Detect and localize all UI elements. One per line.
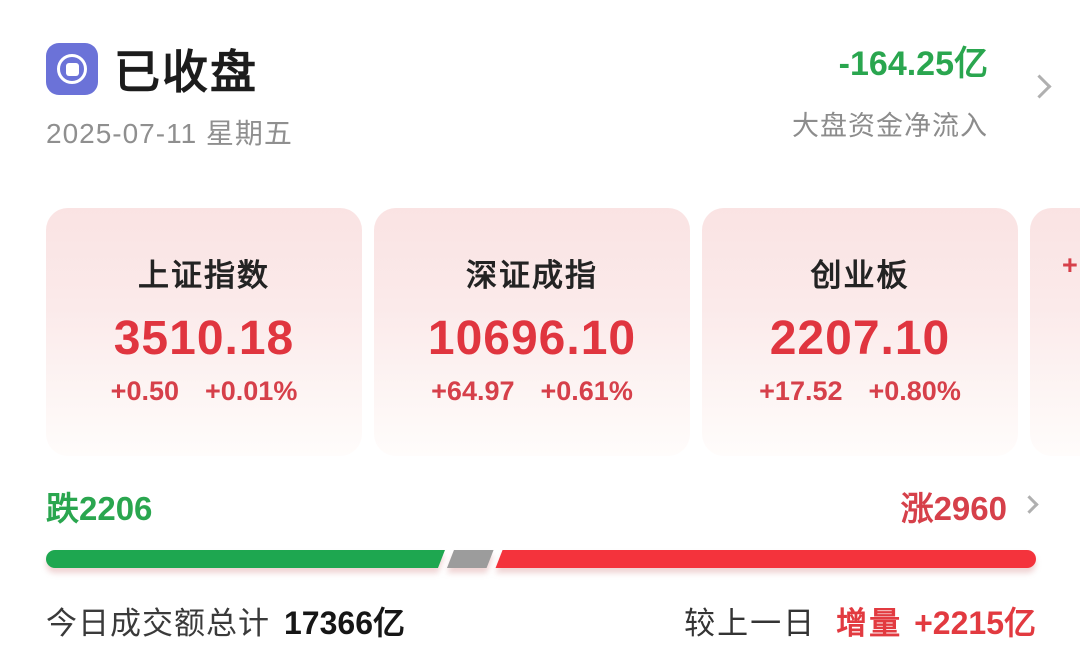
index-change-pct: +0.01% (205, 376, 298, 406)
index-change: + (1062, 250, 1078, 280)
compare-label: 较上一日 (684, 606, 817, 641)
net-inflow-value: -164.25亿 (838, 45, 988, 83)
index-card-shenzhen[interactable]: 深证成指 10696.10 +64.97 +0.61% (374, 208, 690, 456)
turnover-label: 今日成交额总计 (46, 606, 270, 641)
breadth-bar (46, 550, 1036, 568)
index-change-pct: +0.80% (868, 376, 961, 406)
decliners-count: 跌2206 (46, 490, 153, 527)
market-breadth[interactable]: 跌2206 涨2960 (46, 482, 1039, 568)
market-status-title: 已收盘 (114, 46, 258, 98)
net-inflow-block[interactable]: -164.25亿 大盘资金净流入 (792, 36, 1036, 152)
bar-segment-flat (446, 550, 494, 568)
index-change-pct: +0.61% (540, 376, 633, 406)
delta-value: +2215亿 (914, 605, 1036, 641)
market-closed-icon (46, 43, 98, 95)
index-name: 深证成指 (466, 258, 598, 293)
turnover-summary: 今日成交额总计 17366亿 较上一日 增量 +2215亿 (46, 598, 1036, 644)
advancers-count: 涨2960 (900, 490, 1007, 527)
index-value: 3510.18 (113, 312, 295, 365)
bar-segment-up (495, 550, 1036, 568)
index-card-chinext[interactable]: 创业板 2207.10 +17.52 +0.80% (702, 208, 1018, 456)
delta-label: 增量 (836, 606, 903, 641)
index-change: +17.52 (759, 376, 843, 406)
index-value: 10696.10 (427, 312, 637, 365)
index-change: +64.97 (431, 376, 515, 406)
index-cards-row: 上证指数 3510.18 +0.50 +0.01% 深证成指 10696.10 … (46, 208, 1080, 456)
index-card-partial[interactable]: + (1030, 208, 1080, 456)
turnover-value: 17366亿 (284, 605, 405, 641)
net-inflow-label: 大盘资金净流入 (792, 111, 988, 141)
index-value: 2207.10 (769, 312, 951, 365)
index-change: +0.50 (110, 376, 179, 406)
trade-date: 2025-07-11 星期五 (46, 118, 293, 149)
index-card-shanghai[interactable]: 上证指数 3510.18 +0.50 +0.01% (46, 208, 362, 456)
index-name: 上证指数 (138, 258, 270, 293)
header: 已收盘 2025-07-11 星期五 -164.25亿 大盘资金净流入 (0, 0, 1080, 152)
chevron-right-icon[interactable] (1020, 495, 1039, 514)
bar-segment-down (46, 550, 445, 568)
index-name: 创业板 (810, 258, 910, 293)
